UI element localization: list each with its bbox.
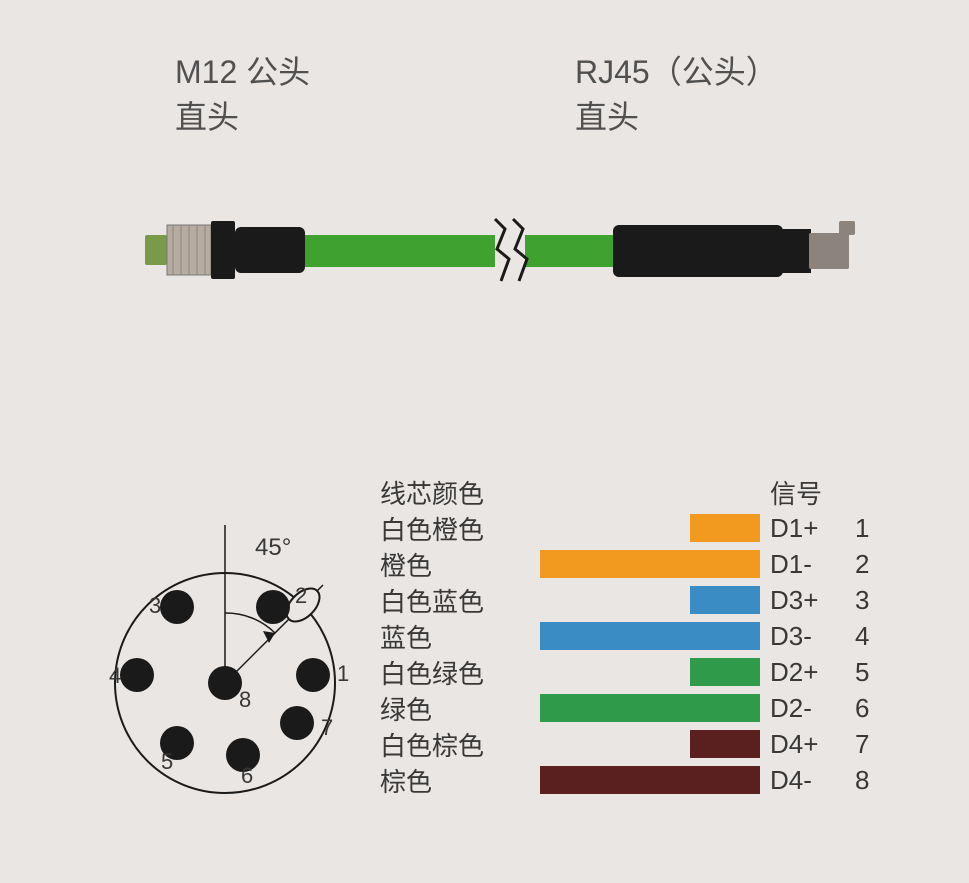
pin-label: 8 bbox=[239, 687, 251, 712]
wire-color-bar-wrap bbox=[540, 585, 760, 615]
wire-pin-number: 3 bbox=[845, 585, 885, 616]
pin-label: 4 bbox=[109, 663, 121, 688]
wire-color-name: 白色棕色 bbox=[380, 726, 540, 763]
pin-label: 7 bbox=[321, 715, 333, 740]
m12-label: M12 公头 直头 bbox=[175, 50, 310, 140]
cable-jacket-right bbox=[525, 235, 615, 267]
pin-label: 2 bbox=[295, 583, 307, 608]
wire-color-bar-wrap bbox=[540, 693, 760, 723]
wire-color-bar bbox=[690, 730, 760, 758]
wire-pin-number: 8 bbox=[845, 765, 885, 796]
wire-signal: D3- bbox=[760, 621, 845, 652]
wire-color-name: 白色橙色 bbox=[380, 510, 540, 547]
m12-label-line2: 直头 bbox=[175, 95, 310, 140]
pinout-rows: 白色橙色 D1+1 橙色 D1-2 白色蓝色 D3+3 蓝色 D3-4 白色绿色 D2+5 绿色 D2… bbox=[380, 511, 940, 797]
pinout-table: 线芯颜色 信号 白色橙色D1+1橙色D1-2白色蓝色D3+3蓝色D3-4白色绿色… bbox=[380, 475, 940, 799]
pin-dot bbox=[208, 666, 242, 700]
pinout-row: 白色蓝色 D3+3 bbox=[380, 583, 940, 617]
pinout-row: 蓝色 D3-4 bbox=[380, 619, 940, 653]
wire-pin-number: 4 bbox=[845, 621, 885, 652]
rj45-connector-icon bbox=[613, 221, 855, 277]
pin-label: 6 bbox=[241, 763, 253, 788]
pinout-row: 白色绿色 D2+5 bbox=[380, 655, 940, 689]
wire-pin-number: 6 bbox=[845, 693, 885, 724]
wire-color-bar bbox=[690, 514, 760, 542]
wire-color-bar-wrap bbox=[540, 621, 760, 651]
wire-signal: D4- bbox=[760, 765, 845, 796]
wire-signal: D2+ bbox=[760, 657, 845, 688]
wire-color-bar bbox=[540, 766, 760, 794]
wire-pin-number: 5 bbox=[845, 657, 885, 688]
cable-illustration bbox=[145, 205, 865, 295]
rj45-label-line1: RJ45（公头） bbox=[575, 50, 778, 95]
pinout-row: 棕色 D4-8 bbox=[380, 763, 940, 797]
pin-diagram: 1 2 3 4 5 6 7 8 45° bbox=[90, 515, 360, 815]
wire-color-bar bbox=[540, 622, 760, 650]
wire-color-bar-wrap bbox=[540, 549, 760, 579]
wire-signal: D1- bbox=[760, 549, 845, 580]
pinout-row: 绿色 D2-6 bbox=[380, 691, 940, 725]
wire-color-bar bbox=[540, 550, 760, 578]
pin-dot bbox=[280, 706, 314, 740]
pinout-row: 白色棕色 D4+7 bbox=[380, 727, 940, 761]
wire-color-bar-wrap bbox=[540, 513, 760, 543]
wire-color-name: 橙色 bbox=[380, 546, 540, 583]
m12-label-line1: M12 公头 bbox=[175, 50, 310, 95]
wire-color-bar bbox=[690, 658, 760, 686]
wire-color-bar bbox=[690, 586, 760, 614]
wire-pin-number: 2 bbox=[845, 549, 885, 580]
header-color: 线芯颜色 bbox=[380, 474, 540, 511]
wire-signal: D2- bbox=[760, 693, 845, 724]
pin-label: 5 bbox=[161, 749, 173, 774]
wire-color-name: 白色绿色 bbox=[380, 654, 540, 691]
pin-dot bbox=[256, 590, 290, 624]
cable-break-mark bbox=[495, 219, 527, 281]
wire-color-name: 棕色 bbox=[380, 762, 540, 799]
rj45-label-line2: 直头 bbox=[575, 95, 778, 140]
pin-label: 1 bbox=[337, 661, 349, 686]
angle-label: 45° bbox=[255, 534, 291, 561]
wire-pin-number: 7 bbox=[845, 729, 885, 760]
m12-connector-icon bbox=[145, 221, 305, 279]
wire-pin-number: 1 bbox=[845, 513, 885, 544]
pinout-row: 白色橙色 D1+1 bbox=[380, 511, 940, 545]
wire-color-name: 白色蓝色 bbox=[380, 582, 540, 619]
pinout-row: 橙色 D1-2 bbox=[380, 547, 940, 581]
cable-jacket-left bbox=[300, 235, 495, 267]
wire-signal: D4+ bbox=[760, 729, 845, 760]
wire-signal: D1+ bbox=[760, 513, 845, 544]
wire-signal: D3+ bbox=[760, 585, 845, 616]
wire-color-name: 蓝色 bbox=[380, 618, 540, 655]
cable-svg bbox=[145, 205, 865, 295]
header-signal: 信号 bbox=[760, 474, 845, 511]
pin-dot bbox=[160, 590, 194, 624]
pin-diagram-svg: 1 2 3 4 5 6 7 8 45° bbox=[90, 515, 360, 835]
wire-color-bar-wrap bbox=[540, 657, 760, 687]
rj45-label: RJ45（公头） 直头 bbox=[575, 50, 778, 140]
wire-color-bar bbox=[540, 694, 760, 722]
wire-color-name: 绿色 bbox=[380, 690, 540, 727]
pinout-table-header: 线芯颜色 信号 bbox=[380, 475, 940, 509]
pin-label: 3 bbox=[149, 593, 161, 618]
wire-color-bar-wrap bbox=[540, 765, 760, 795]
pin-dot bbox=[120, 658, 154, 692]
wire-color-bar-wrap bbox=[540, 729, 760, 759]
pin-dot bbox=[296, 658, 330, 692]
